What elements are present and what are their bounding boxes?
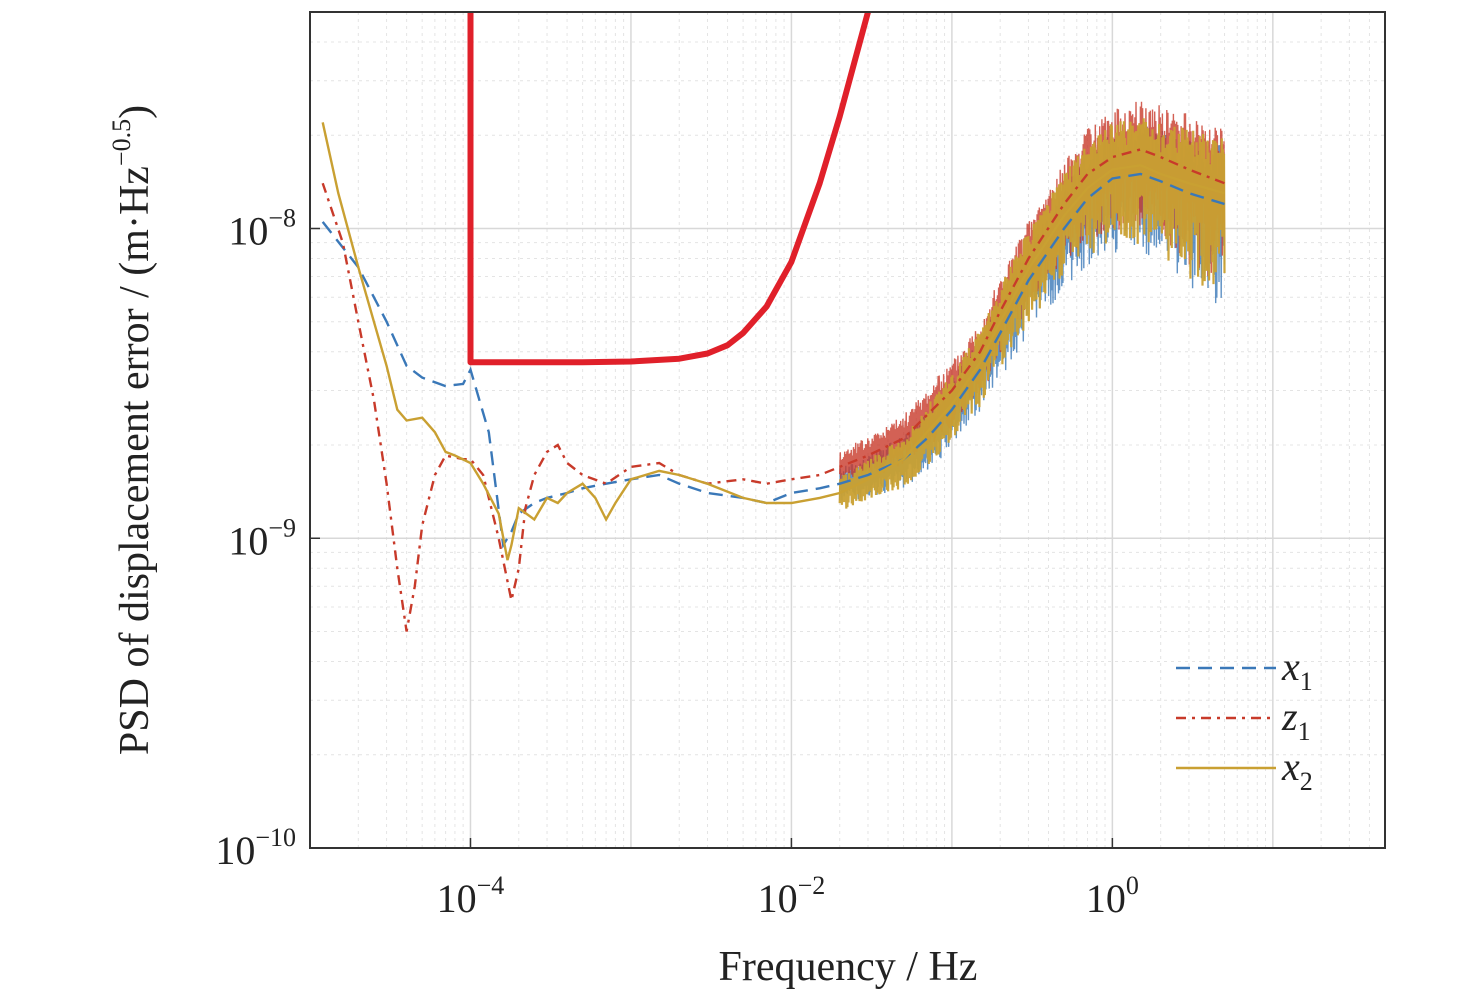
y-axis-label-group: PSD of displacement error / (m·Hz−0.5) [107, 105, 158, 755]
x-tick-label: 10−2 [758, 871, 826, 921]
series-line [321, 148, 1225, 632]
x-tick-label: 100 [1086, 871, 1139, 921]
y-axis-label: PSD of displacement error / (m·Hz−0.5) [107, 105, 158, 755]
x-axis-label: Frequency / Hz [719, 944, 978, 990]
axis-ticks: 10−4 10−2 100 10−10 10−9 10−8 [215, 204, 1139, 921]
series-group [321, 12, 1226, 632]
requirement-curve [467, 12, 871, 366]
series-band [838, 118, 1226, 509]
series-line [321, 172, 1225, 549]
legend-label: x1 [1281, 644, 1313, 696]
y-tick-label: 10−8 [228, 204, 296, 254]
plot-area [321, 12, 1226, 632]
legend-label: z1 [1281, 694, 1311, 746]
y-tick-label: 10−9 [228, 513, 296, 563]
plot-frame [309, 11, 1386, 849]
series-line [321, 122, 1225, 561]
x-tick-label: 10−4 [437, 871, 505, 921]
legend-label: x2 [1281, 744, 1313, 796]
y-tick-label: 10−10 [215, 823, 296, 873]
